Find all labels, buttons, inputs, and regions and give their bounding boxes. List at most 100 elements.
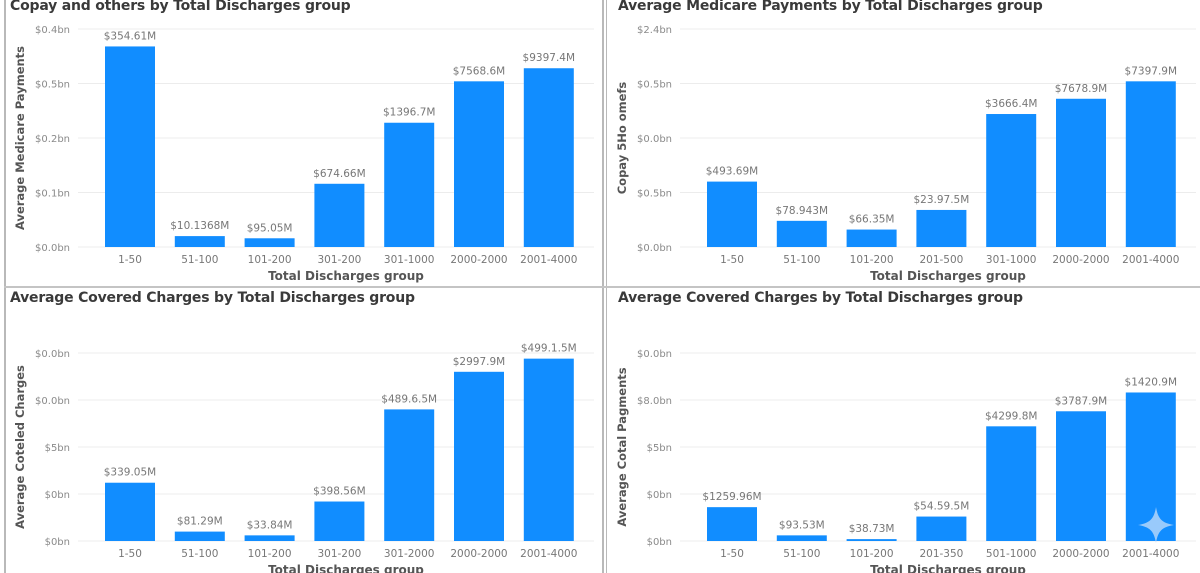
x-tick-label: 2001-4000	[1122, 254, 1179, 266]
y-tick-label: $0.5bn	[637, 80, 672, 91]
x-tick-label: 2000-2000	[450, 254, 507, 266]
x-tick-label: 301-200	[317, 548, 361, 560]
data-label: $7678.9M	[1055, 83, 1107, 95]
bar	[916, 209, 967, 247]
x-tick-label: 301-2000	[384, 548, 435, 560]
y-tick-label: $0.0bn	[35, 396, 70, 407]
y-tick-label: $5bn	[647, 443, 672, 454]
bar	[105, 482, 155, 541]
x-tick-label: 101-200	[248, 548, 292, 560]
bar	[384, 409, 435, 541]
x-tick-label: 501-1000	[986, 548, 1037, 560]
x-tick-label: 2001-4000	[1122, 548, 1179, 560]
bar	[384, 122, 435, 247]
y-tick-label: $0.0bn	[637, 349, 672, 360]
x-tick-label: 2000-2000	[1052, 254, 1109, 266]
bar	[1125, 392, 1176, 541]
chart-panel-bottom-right[interactable]: Average Covered Charges by Total Dischar…	[608, 288, 1200, 573]
chart-title: Average Medicare Payments by Total Disch…	[618, 0, 1043, 14]
x-tick-label: 1-50	[118, 548, 142, 560]
data-label: $66.35M	[849, 214, 895, 226]
data-label: $3666.4M	[985, 98, 1037, 110]
x-tick-label: 2000-2000	[450, 548, 507, 560]
data-label: $1420.9M	[1125, 376, 1177, 388]
bar-chart: $0.0bn $0.5bn $0.0bn $0.5bn $2.4bn $493.69M 1-…	[615, 25, 1196, 283]
y-axis-title: Average Cotal Pagments	[615, 367, 629, 526]
y-tick-label: $0bn	[647, 537, 672, 548]
sparkle-icon	[1138, 507, 1174, 543]
y-tick-label: $0.0bn	[35, 349, 70, 360]
x-tick-label: 51-100	[783, 254, 820, 266]
bar-chart: $0.0bn $0.1bn $0.2bn $0.5bn $0.4bn $354.61M 1-…	[13, 25, 594, 283]
x-tick-label: 101-200	[248, 254, 292, 266]
y-tick-label: $0bn	[45, 537, 70, 548]
y-tick-label: $2.4bn	[637, 25, 672, 36]
y-axis-title: Average Medicare Payments	[13, 46, 27, 230]
y-tick-label: $0.5bn	[35, 80, 70, 91]
data-label: $81.29M	[177, 516, 223, 528]
x-tick-label: 51-100	[783, 548, 820, 560]
bar	[454, 81, 504, 247]
data-label: $93.53M	[779, 519, 825, 531]
bar	[1125, 81, 1176, 247]
data-label: $339.05M	[104, 467, 156, 479]
y-tick-label: $0.0bn	[35, 243, 70, 254]
data-label: $54.59.5M	[913, 501, 969, 513]
chart-panel-bottom-left[interactable]: Average Covered Charges by Total Dischar…	[6, 288, 602, 573]
x-tick-label: 101-200	[850, 254, 894, 266]
data-label: $354.61M	[104, 30, 156, 42]
data-label: $10.1368M	[170, 220, 229, 232]
bar	[707, 507, 757, 541]
bar	[454, 371, 504, 541]
x-tick-label: 51-100	[181, 254, 218, 266]
x-tick-label: 2000-2000	[1052, 548, 1109, 560]
y-tick-label: $5bn	[45, 443, 70, 454]
data-label: $674.66M	[313, 168, 365, 180]
data-label: $493.69M	[706, 166, 758, 178]
x-tick-label: 1-50	[720, 254, 744, 266]
panel-divider	[4, 286, 1200, 288]
data-label: $499.1.5M	[521, 343, 577, 355]
bar	[314, 183, 365, 247]
chart-panel-top-left[interactable]: Copay and others by Total Discharges gro…	[6, 0, 602, 286]
bar	[986, 426, 1037, 541]
x-axis-title: Total Discharges group	[268, 269, 424, 283]
y-tick-label: $0bn	[647, 490, 672, 501]
bar	[707, 181, 757, 247]
bar	[174, 236, 225, 247]
x-tick-label: 201-500	[919, 254, 963, 266]
bar	[105, 46, 155, 247]
chart-title: Copay and others by Total Discharges gro…	[10, 0, 351, 14]
x-tick-label: 301-1000	[986, 254, 1037, 266]
bar	[916, 516, 967, 541]
x-tick-label: 1-50	[720, 548, 744, 560]
data-label: $7397.9M	[1125, 65, 1177, 77]
data-label: $33.84M	[247, 519, 293, 531]
bar-chart: $0bn $0bn $5bn $0.0bn $0.0bn $339.05M 1-50 $81.…	[13, 343, 594, 573]
y-tick-label: $0.5bn	[637, 189, 672, 200]
x-axis-title: Total Discharges group	[870, 563, 1026, 573]
chart-panel-top-right[interactable]: Average Medicare Payments by Total Disch…	[608, 0, 1200, 286]
chart-title: Average Covered Charges by Total Dischar…	[618, 290, 1023, 306]
x-tick-label: 201-350	[919, 548, 963, 560]
x-axis-title: Total Discharges group	[268, 563, 424, 573]
data-label: $1259.96M	[702, 491, 761, 503]
bar	[523, 68, 574, 248]
bar	[523, 358, 574, 541]
x-tick-label: 101-200	[850, 548, 894, 560]
y-tick-label: $0.2bn	[35, 134, 70, 145]
bar	[174, 531, 225, 541]
data-label: $78.943M	[776, 205, 828, 217]
y-tick-label: $0.0bn	[637, 134, 672, 145]
y-tick-label: $0.0bn	[637, 243, 672, 254]
data-label: $3787.9M	[1055, 395, 1107, 407]
bar	[776, 535, 827, 541]
bar	[846, 229, 897, 247]
x-axis-title: Total Discharges group	[870, 269, 1026, 283]
x-tick-label: 1-50	[118, 254, 142, 266]
bar	[314, 501, 365, 541]
bar-chart: $0bn $0bn $5bn $8.0bn $0.0bn $1259.96M 1-50 $93…	[615, 349, 1196, 573]
x-tick-label: 301-1000	[384, 254, 435, 266]
bar	[776, 220, 827, 247]
x-tick-label: 301-200	[317, 254, 361, 266]
